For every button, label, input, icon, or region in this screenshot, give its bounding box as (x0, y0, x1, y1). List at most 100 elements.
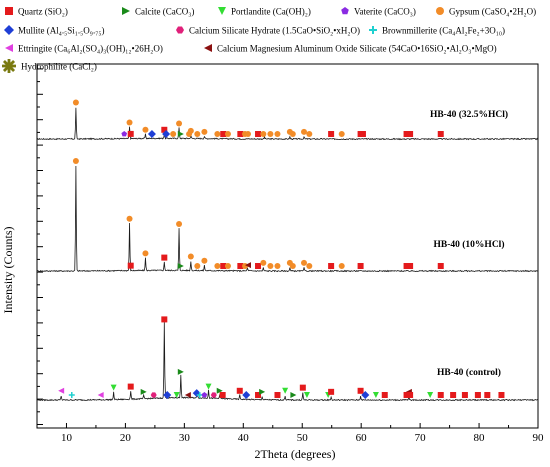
x-tick-label-40: 40 (238, 432, 250, 444)
legend-label-ettringite: Ettringite (Ca₆Al₂(SO₄)₃(OH)₁₂•26H₂O) (18, 44, 163, 54)
peak-marker-quartz (437, 263, 444, 269)
legend-marker-hydrophilite (2, 59, 16, 73)
peak-marker-portlandite (372, 392, 379, 398)
peak-marker-ettringite (58, 387, 65, 394)
legend-marker-portlandite (218, 7, 226, 15)
peak-marker-portlandite (427, 392, 434, 398)
peak-marker-portlandite (282, 387, 289, 394)
peak-marker-quartz (237, 263, 244, 269)
peak-marker-portlandite (303, 392, 310, 398)
peak-marker-gypsum (176, 221, 183, 227)
peak-marker-quartz (161, 254, 168, 261)
peak-marker-calcite (177, 262, 184, 269)
legend-marker-calcite (122, 7, 130, 15)
peak-marker-gypsum (301, 259, 308, 266)
peak-marker-quartz (255, 392, 262, 398)
legend-marker-mullite (4, 25, 14, 35)
x-tick-label-70: 70 (415, 432, 427, 444)
x-tick-label-20: 20 (120, 432, 132, 444)
peak-marker-quartz (328, 388, 335, 395)
peak-marker-quartz (484, 392, 491, 398)
peak-marker-quartz (403, 392, 410, 398)
peak-marker-quartz (474, 392, 481, 398)
plot-frame (36, 63, 539, 429)
peak-marker-gypsum (289, 263, 296, 269)
axes-layer: 10 20 30 40 50 60 70 80 90 (36, 68, 545, 444)
peak-marker-brownmillerite (68, 392, 75, 398)
peak-marker-gypsum (267, 131, 274, 137)
peak-marker-gypsum (267, 263, 274, 269)
legend-marker-ettringite (5, 44, 13, 52)
peak-marker-gypsum (142, 126, 149, 133)
series-layer: HB-40 (32.5%HCl) HB-40 (10%HCl) HB-40 (con… (36, 99, 539, 402)
peak-marker-gypsum (306, 131, 313, 137)
legend-label-gypsum: Gypsum (CaSO₄•2H₂O) (449, 7, 536, 17)
peak-marker-quartz (328, 263, 335, 269)
peak-marker-quartz (161, 126, 168, 133)
peak-marker-gypsum (245, 131, 252, 137)
peak-marker-gypsum (126, 215, 133, 222)
peak-marker-gypsum (201, 128, 208, 135)
peak-marker-calcite (259, 388, 266, 395)
x-tick-label-10: 10 (61, 432, 73, 444)
series-1: HB-40 (32.5%HCl) (36, 99, 539, 141)
peak-marker-vaterite (121, 131, 128, 137)
y-axis-label: Intensity (Counts) (1, 227, 15, 314)
peak-marker-gypsum (289, 131, 296, 137)
peak-marker-gypsum (224, 263, 231, 269)
peak-marker-gypsum (338, 263, 345, 269)
peak-marker-calcite (290, 392, 297, 398)
peak-marker-gypsum (306, 263, 313, 269)
peak-marker-mullite (163, 391, 172, 399)
peak-marker-mullite (242, 391, 251, 399)
x-tick-label-60: 60 (356, 432, 368, 444)
legend-label-calcite: Calcite (CaCO₃) (135, 7, 194, 17)
x-tick-label-50: 50 (297, 432, 309, 444)
legend-label-mullite: Mullite (Al₄.₅Si₁.₅O₉.₇₅) (18, 26, 104, 36)
legend-label-brownmillerite: Brownmillerite (Ca₄Al₂Fe₂+3O₁₀) (382, 26, 505, 36)
peak-marker-portlandite (110, 384, 117, 391)
peak-marker-quartz (381, 392, 388, 398)
series-label-1: HB-40 (32.5%HCl) (430, 109, 508, 120)
peak-marker-quartz (255, 131, 262, 137)
peak-marker-quartz (357, 263, 364, 269)
peak-marker-csh (150, 392, 157, 398)
peak-marker-brownmillerite (196, 392, 203, 398)
peak-marker-quartz (461, 392, 468, 398)
legend-label-quartz: Quartz (SiO₂) (18, 7, 68, 17)
x-tick-label-30: 30 (179, 432, 191, 444)
legend-label-portlandite: Portlandite (Ca(OH)₂) (231, 7, 311, 17)
legend-marker-csh (176, 26, 184, 34)
peak-marker-quartz (237, 131, 244, 137)
legend: Quartz (SiO₂) Calcite (CaCO₃) Portlandite … (2, 7, 536, 73)
peak-marker-gypsum (194, 263, 201, 269)
peak-marker-quartz (407, 391, 414, 398)
peak-marker-gypsum (194, 131, 201, 137)
peak-marker-quartz (328, 131, 335, 137)
peak-marker-quartz (220, 263, 227, 269)
peak-marker-cmas (184, 392, 191, 398)
peak-marker-portlandite (173, 392, 180, 398)
peak-marker-gypsum (201, 257, 208, 264)
legend-marker-cmas (204, 44, 212, 52)
legend-label-hydrophilite: Hydrophilite (CaCl₂) (21, 62, 97, 72)
x-axis-label: 2Theta (degrees) (255, 447, 336, 461)
peak-marker-gypsum (214, 263, 221, 269)
legend-marker-gypsum (436, 7, 444, 15)
peak-marker-gypsum (187, 253, 194, 260)
peak-marker-quartz (127, 130, 134, 137)
peak-marker-mullite (361, 391, 370, 399)
peak-marker-mullite (162, 129, 171, 138)
peak-marker-gypsum (301, 128, 308, 135)
peak-marker-quartz (127, 262, 134, 269)
peak-marker-vaterite (201, 392, 208, 398)
peak-marker-gypsum (260, 259, 267, 266)
series-3: HB-40 (control) (36, 316, 539, 402)
legend-marker-quartz (5, 7, 13, 15)
peak-marker-gypsum (260, 130, 267, 137)
peak-marker-quartz (236, 387, 243, 394)
x-tick-label-80: 80 (474, 432, 486, 444)
x-tick-label-90: 90 (533, 432, 545, 444)
peak-marker-calcite (177, 130, 184, 137)
peak-marker-gypsum (72, 99, 79, 106)
